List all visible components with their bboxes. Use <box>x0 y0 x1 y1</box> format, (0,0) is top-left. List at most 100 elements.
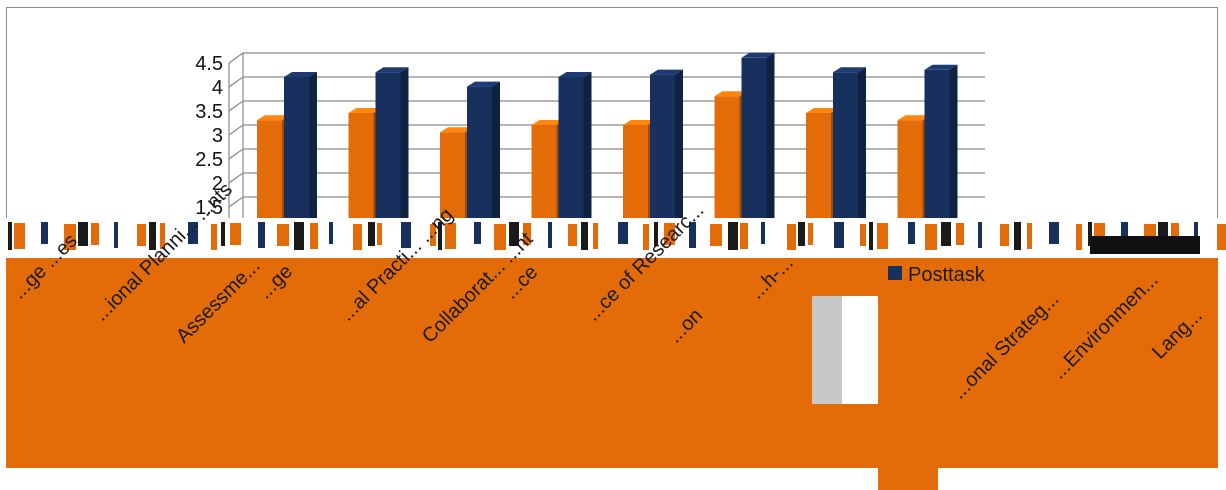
stripe-segment <box>1094 223 1105 245</box>
stripe-segment <box>385 224 397 252</box>
stripe-segment <box>1063 223 1071 251</box>
stripe-segment <box>689 222 696 248</box>
stripe-segment <box>850 223 858 247</box>
stripe-segment <box>1121 222 1128 248</box>
stripe-segment <box>869 222 873 250</box>
stripe-segment <box>137 224 146 246</box>
stripe-segment <box>817 224 829 252</box>
stripe-segment <box>28 224 37 248</box>
stripe-segment <box>353 224 362 250</box>
stripe-segment <box>460 224 469 248</box>
stripe-segment <box>548 222 552 248</box>
bar-posttask-4 <box>650 69 683 220</box>
stripe-segment <box>761 222 765 244</box>
stripe-segment <box>1034 224 1046 248</box>
stripe-segment <box>568 224 577 246</box>
stripe-segment <box>509 222 519 246</box>
plot-wall <box>229 53 985 220</box>
legend-bg <box>860 258 1060 294</box>
stripe-segment <box>1000 224 1009 246</box>
bar-posttask-7 <box>924 64 958 220</box>
stripe-segment <box>329 222 333 244</box>
stripe-segment <box>908 222 915 244</box>
stripe-segment <box>188 222 198 244</box>
stripe-segment <box>925 224 937 250</box>
stripe-segment <box>893 224 902 248</box>
stripe-segment <box>103 224 109 252</box>
stripe-segment <box>91 223 99 245</box>
stripe-segment <box>277 224 289 246</box>
gridline-depth <box>228 76 244 88</box>
bar-posttask-0 <box>284 72 317 220</box>
stripe-segment <box>294 222 304 250</box>
stripe-segment <box>877 223 888 249</box>
dark-band <box>1090 236 1200 254</box>
stripe-segment <box>710 224 722 246</box>
bar-posttask-3 <box>558 72 592 220</box>
stripe-segment <box>41 222 48 244</box>
gray-block <box>812 296 842 404</box>
bar-posttask-5 <box>741 52 775 220</box>
stripe-segment <box>1027 223 1032 249</box>
stripe-segment <box>430 224 436 246</box>
stripe-segment <box>1217 224 1226 250</box>
stripe-segment <box>494 224 506 250</box>
stripe-segment <box>700 223 705 247</box>
stripe-segment <box>170 224 182 248</box>
stripe-segment <box>677 224 686 252</box>
stripe-segment <box>643 224 649 250</box>
stripe-segment <box>368 222 375 246</box>
stripe-segment <box>377 223 382 245</box>
stripe-segment <box>808 223 813 245</box>
y-tick-label: 3 <box>212 125 223 147</box>
stripe-segment <box>554 223 565 247</box>
stripe-segment <box>664 223 675 245</box>
bar-posttask-1 <box>375 67 409 220</box>
bar-posttask-2 <box>467 81 500 220</box>
gridline-depth <box>228 196 244 208</box>
bottom-white-right <box>938 468 1226 490</box>
stripe-segment <box>268 223 273 247</box>
orange-column <box>878 296 938 490</box>
y-tick-label: 2.5 <box>195 149 223 171</box>
gridline-depth <box>228 172 244 184</box>
stripe-segment <box>631 223 639 251</box>
stripe-segment <box>917 223 922 251</box>
stripe-segment <box>787 224 796 250</box>
stripe-segment <box>416 223 424 247</box>
stripe-segment <box>593 223 598 249</box>
stripe-segment <box>438 222 442 250</box>
stripe-segment <box>320 224 326 248</box>
stripe-segment <box>1133 223 1138 247</box>
stripe-segment <box>337 223 348 251</box>
gridline-depth <box>228 100 244 112</box>
stripe-segment <box>770 223 781 251</box>
y-tick-label: 2 <box>212 173 223 195</box>
stripe-segment <box>1194 222 1198 244</box>
stripe-segment <box>536 224 542 252</box>
stripe-segment <box>970 224 976 252</box>
stripe-segment <box>310 223 318 249</box>
stripe-segment <box>149 222 156 250</box>
stripe-segment <box>124 223 135 247</box>
stripe-segment <box>200 223 208 251</box>
stripe-segment <box>64 224 76 250</box>
stripe-segment <box>8 222 12 250</box>
chart-frame: 4.543.532.521.51 <box>6 7 1218 220</box>
y-tick-label: 4 <box>212 77 223 99</box>
stripe-segment <box>1014 222 1021 250</box>
stripe-segment <box>798 222 805 246</box>
stripe-segment <box>728 222 738 250</box>
stripe-segment <box>221 222 225 246</box>
stripe-segment <box>114 222 118 248</box>
gridline-depth <box>228 148 244 160</box>
stripe-segment <box>956 223 964 245</box>
stripe-segment <box>401 222 411 248</box>
stripe-segment <box>474 222 481 244</box>
stripe-segment <box>230 223 241 245</box>
bar-chart: 4.543.532.521.51 <box>195 52 985 220</box>
stripe-segment <box>751 224 757 248</box>
stripe-segment <box>160 223 165 249</box>
stripe-segment <box>860 224 866 246</box>
stripe-segment <box>53 223 58 251</box>
